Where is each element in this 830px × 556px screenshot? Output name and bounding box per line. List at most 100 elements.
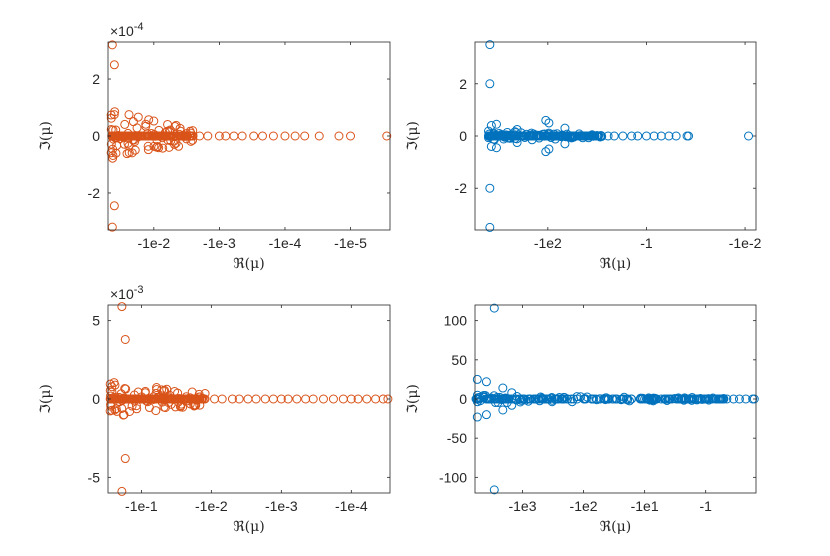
data-point	[116, 131, 126, 141]
markers-top-right	[484, 40, 754, 232]
data-point	[124, 110, 134, 120]
data-point	[572, 394, 582, 404]
markers-top-left	[106, 40, 392, 232]
x-axis-label: ℜ(μ)	[600, 256, 631, 272]
data-point	[506, 131, 516, 141]
y-tick-label: -100	[439, 469, 467, 485]
data-point	[167, 131, 177, 141]
data-point	[217, 394, 227, 404]
data-point	[498, 405, 508, 415]
x-tick-label: -1e-2	[729, 235, 762, 251]
data-point	[121, 384, 131, 394]
data-point	[188, 131, 198, 141]
data-point	[108, 150, 118, 160]
data-point	[523, 394, 533, 404]
y-tick-label: -5	[88, 469, 101, 485]
data-point	[237, 131, 247, 141]
data-point	[109, 201, 119, 211]
data-point	[229, 131, 239, 141]
data-point	[699, 394, 709, 404]
data-point	[117, 394, 127, 404]
data-point	[133, 131, 143, 141]
data-point	[130, 394, 140, 404]
data-point	[141, 119, 151, 129]
data-point	[112, 131, 122, 141]
data-point	[560, 123, 570, 133]
y-axis-label: ℑ(μ)	[405, 384, 421, 414]
data-point	[115, 394, 125, 404]
markers-bottom-left	[105, 302, 393, 496]
y-tick-label: 2	[92, 71, 100, 87]
subplot-bottom-left: -1e-1 -1e-2 -1e-3 -1e-4 -5 0 5 ×10-3 ℜ(μ) ℑ(μ)	[38, 284, 393, 535]
data-point	[334, 131, 344, 141]
y-tick-label: 5	[92, 313, 100, 329]
data-point	[120, 394, 130, 404]
data-point	[640, 394, 650, 404]
data-point	[260, 394, 270, 404]
data-point	[120, 119, 130, 129]
data-point	[729, 394, 739, 404]
x-tick-label: -1	[699, 498, 712, 514]
data-point	[276, 394, 286, 404]
data-point	[607, 394, 617, 404]
x-tick-label: -1e-3	[265, 498, 298, 514]
data-point	[649, 131, 659, 141]
data-point	[151, 406, 161, 416]
y-tick-label: -2	[88, 185, 101, 201]
data-point	[258, 131, 268, 141]
x-tick-label: -1e1	[631, 498, 659, 514]
data-point	[308, 394, 318, 404]
data-point	[596, 131, 606, 141]
data-point	[718, 394, 728, 404]
y-tick-label: 0	[459, 128, 467, 144]
data-point	[486, 131, 496, 141]
data-point	[682, 394, 692, 404]
markers-bottom-right	[471, 303, 759, 495]
data-point	[518, 394, 528, 404]
data-point	[290, 131, 300, 141]
data-point	[249, 131, 259, 141]
data-point	[132, 123, 142, 133]
subplot-top-left: -1e-2 -1e-3 -1e-4 -1e-5 -2 0 2 ×10-4 ℜ(μ) ℑ(μ)	[38, 21, 392, 272]
data-point	[108, 153, 118, 163]
data-point	[147, 394, 157, 404]
data-point	[512, 124, 522, 134]
data-point	[268, 131, 278, 141]
data-point	[618, 131, 628, 141]
data-point	[541, 131, 551, 141]
x-tick-label: -1e-1	[125, 498, 158, 514]
data-point	[140, 394, 150, 404]
data-point	[182, 131, 192, 141]
data-point	[512, 138, 522, 148]
data-point	[584, 131, 594, 141]
data-point	[522, 131, 532, 141]
x-tick-label: -1e-4	[335, 498, 368, 514]
y-exponent-label: ×10-4	[110, 21, 144, 39]
data-point	[587, 394, 597, 404]
data-point	[544, 118, 554, 128]
data-point	[661, 394, 671, 404]
data-point	[623, 394, 633, 404]
y-axis-label: ℑ(μ)	[38, 121, 54, 151]
data-point	[749, 394, 759, 404]
y-axis-label: ℑ(μ)	[405, 121, 421, 151]
x-tick-label: -1	[640, 235, 653, 251]
data-point	[472, 374, 482, 384]
data-point	[688, 394, 698, 404]
data-point	[527, 131, 537, 141]
y-axis-label: ℑ(μ)	[38, 384, 54, 414]
data-point	[641, 131, 651, 141]
data-point	[504, 131, 514, 141]
y-tick-label: 0	[92, 128, 100, 144]
data-point	[485, 79, 495, 89]
data-point	[186, 131, 196, 141]
data-point	[486, 141, 496, 151]
data-point	[677, 394, 687, 404]
data-point	[318, 394, 328, 404]
data-point	[565, 131, 575, 141]
data-point	[711, 394, 721, 404]
data-point	[528, 394, 538, 404]
data-point	[109, 60, 119, 70]
data-point	[589, 131, 599, 141]
